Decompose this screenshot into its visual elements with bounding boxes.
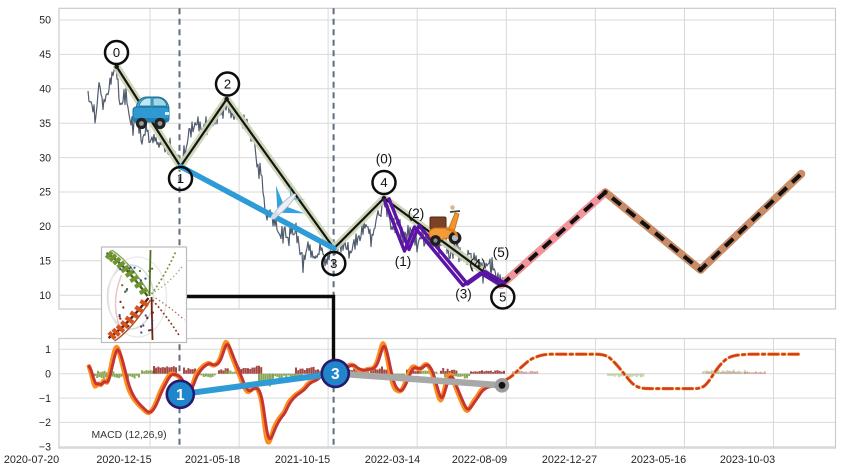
svg-text:−3: −3 (39, 441, 51, 453)
svg-text:(2): (2) (408, 206, 425, 221)
svg-text:(4): (4) (469, 256, 486, 271)
svg-text:2022-12-27: 2022-12-27 (542, 454, 597, 466)
svg-text:(0): (0) (376, 151, 393, 166)
svg-text:5: 5 (499, 290, 506, 305)
svg-text:40: 40 (39, 84, 51, 96)
svg-text:30: 30 (39, 152, 51, 164)
svg-text:35: 35 (39, 118, 51, 130)
svg-text:3: 3 (331, 366, 340, 383)
svg-text:50: 50 (39, 15, 51, 27)
svg-text:−2: −2 (39, 417, 51, 429)
svg-text:1: 1 (45, 344, 51, 356)
svg-text:1: 1 (176, 387, 185, 404)
svg-text:−1: −1 (39, 393, 51, 405)
svg-text:2020-12-15: 2020-12-15 (96, 454, 151, 466)
svg-text:15: 15 (39, 256, 51, 268)
svg-text:0: 0 (45, 368, 51, 380)
svg-text:2023-10-03: 2023-10-03 (720, 454, 775, 466)
svg-text:20: 20 (39, 221, 51, 233)
svg-text:(5): (5) (493, 245, 510, 260)
svg-text:2022-08-09: 2022-08-09 (452, 454, 507, 466)
svg-text:2020-07-20: 2020-07-20 (4, 454, 59, 466)
svg-text:3: 3 (330, 256, 337, 271)
svg-text:2021-05-18: 2021-05-18 (185, 454, 240, 466)
svg-text:(1): (1) (395, 254, 412, 269)
svg-text:2: 2 (224, 77, 231, 92)
svg-text:0: 0 (113, 45, 120, 60)
svg-text:MACD (12,26,9): MACD (12,26,9) (92, 430, 167, 441)
svg-text:2021-10-15: 2021-10-15 (275, 454, 330, 466)
svg-text:2022-03-14: 2022-03-14 (365, 454, 420, 466)
svg-text:45: 45 (39, 49, 51, 61)
svg-text:10: 10 (39, 290, 51, 302)
svg-text:25: 25 (39, 187, 51, 199)
svg-text:2023-05-16: 2023-05-16 (631, 454, 686, 466)
svg-text:4: 4 (380, 175, 387, 190)
svg-text:1: 1 (177, 171, 184, 186)
svg-text:(3): (3) (455, 286, 472, 301)
